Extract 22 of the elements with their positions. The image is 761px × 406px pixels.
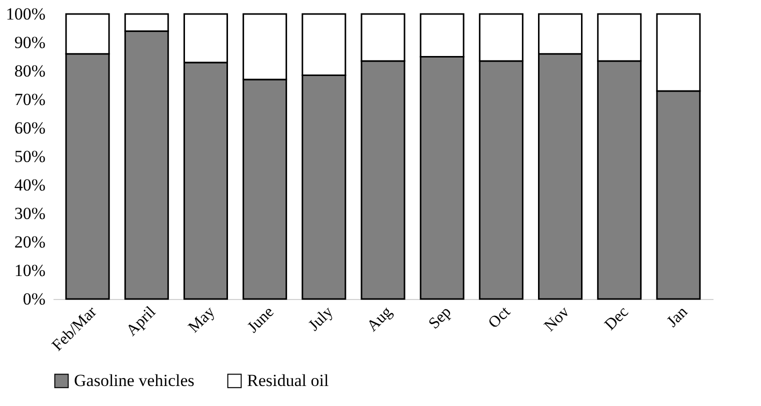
legend-label: Gasoline vehicles: [74, 370, 194, 390]
x-tick-label: Sep: [426, 304, 455, 332]
y-tick-label: 40%: [14, 176, 46, 194]
x-tick-label: July: [306, 304, 336, 334]
x-tick-label: May: [185, 304, 218, 336]
x-tick-label: Oct: [485, 303, 514, 332]
legend-label: Residual oil: [247, 370, 329, 390]
y-tick-label: 30%: [14, 204, 46, 223]
y-tick-label: 80%: [14, 62, 46, 80]
y-tick-label: 0%: [22, 290, 46, 308]
x-tick-label: Jan: [664, 304, 691, 331]
x-tick-label: Dec: [602, 304, 632, 334]
y-tick-label: 60%: [14, 118, 46, 138]
x-tick-label: Nov: [541, 304, 573, 336]
x-tick-label: Aug: [364, 304, 396, 336]
y-tick-label: 70%: [14, 90, 46, 109]
x-tick-label: June: [244, 304, 278, 336]
y-tick-label: 90%: [14, 33, 46, 52]
y-tick-label: 50%: [14, 147, 46, 166]
y-tick-label: 100%: [6, 4, 46, 24]
y-tick-label: 20%: [14, 232, 46, 252]
y-tick-label: 10%: [14, 261, 46, 280]
